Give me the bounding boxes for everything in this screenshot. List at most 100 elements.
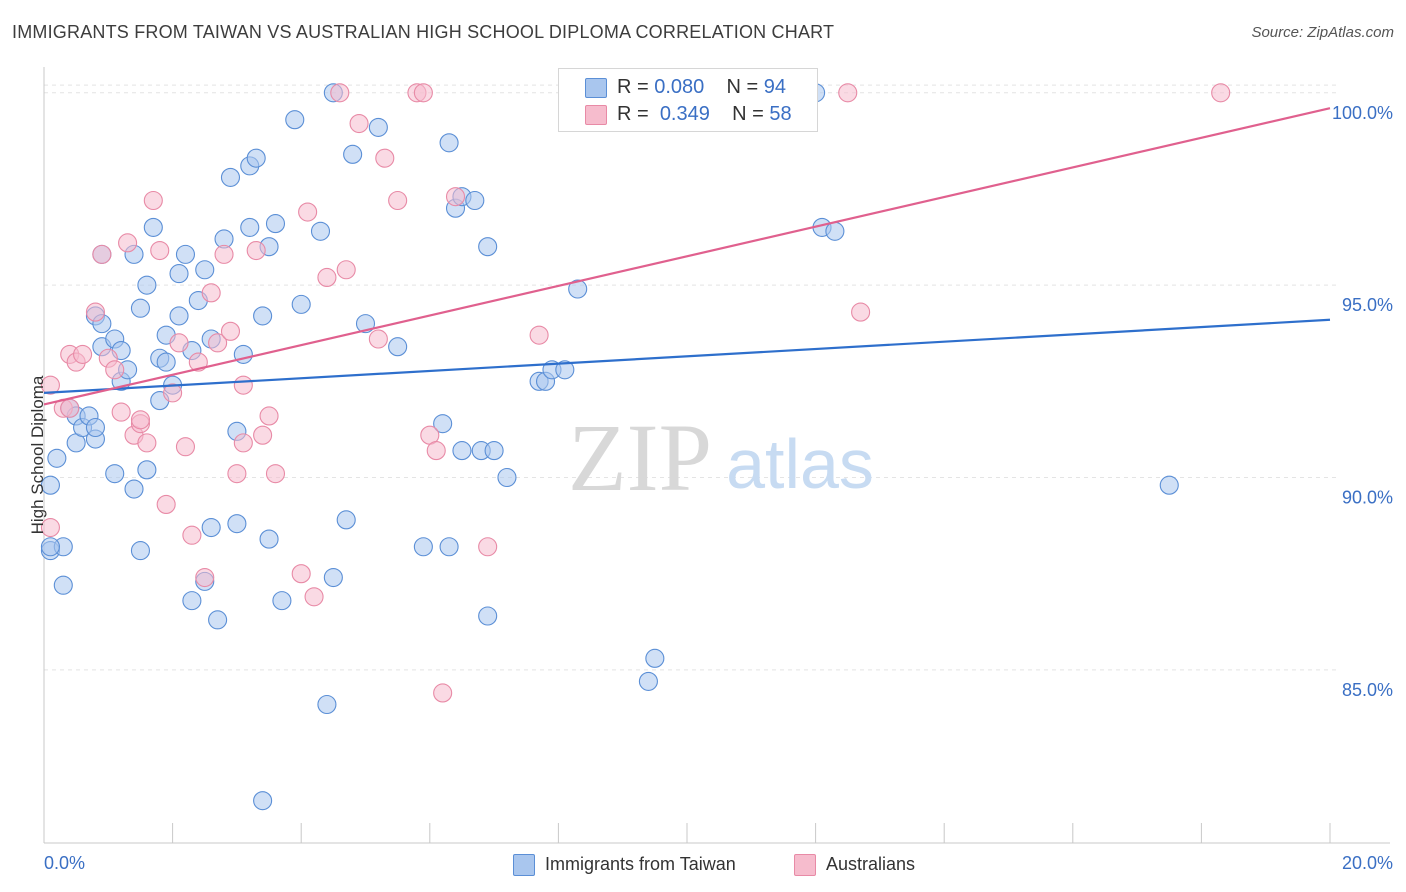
taiwan-point bbox=[439, 133, 459, 153]
australians-point bbox=[298, 202, 318, 222]
taiwan-point bbox=[388, 337, 408, 357]
australians-point bbox=[330, 83, 350, 103]
taiwan-point bbox=[568, 279, 588, 299]
taiwan-point bbox=[195, 260, 215, 280]
x-tick-labels: 0.0% 20.0% bbox=[44, 853, 1393, 873]
taiwan-point bbox=[272, 591, 292, 611]
australians-point bbox=[426, 441, 446, 461]
australians-point bbox=[195, 567, 215, 588]
taiwan-point bbox=[465, 190, 485, 211]
legend-n-label: N = bbox=[726, 76, 764, 98]
australians-point bbox=[291, 564, 311, 584]
taiwan-point bbox=[227, 514, 247, 534]
australians-point bbox=[413, 83, 433, 103]
y-axis-label: High School Diploma bbox=[28, 375, 47, 535]
australians-point bbox=[40, 375, 60, 395]
legend-n-value-australians: 58 bbox=[769, 103, 792, 125]
taiwan-point bbox=[484, 441, 504, 461]
taiwan-point bbox=[253, 306, 273, 326]
taiwan-point bbox=[1159, 475, 1179, 495]
taiwan-point bbox=[355, 314, 376, 334]
taiwan-point bbox=[137, 460, 157, 480]
taiwan-point bbox=[291, 294, 311, 314]
x-tick-label: 0.0% bbox=[44, 853, 85, 873]
australians-point bbox=[169, 333, 189, 353]
taiwan-point bbox=[40, 475, 60, 495]
australians-point bbox=[214, 244, 234, 264]
taiwan-point bbox=[253, 791, 273, 811]
taiwan-point bbox=[439, 537, 459, 557]
australians-point bbox=[143, 190, 163, 211]
taiwan-point bbox=[645, 648, 665, 668]
australians-point bbox=[233, 433, 253, 453]
australians-point bbox=[433, 683, 453, 703]
bottom-legend-swatch-taiwan bbox=[513, 854, 535, 876]
legend-n-label: N = bbox=[732, 103, 770, 125]
australians-point bbox=[375, 148, 395, 168]
taiwan-point bbox=[310, 221, 331, 241]
australians-point bbox=[137, 433, 157, 453]
legend-swatch-australians bbox=[585, 105, 607, 125]
australians-point bbox=[445, 187, 466, 207]
taiwan-point bbox=[246, 148, 266, 168]
taiwan-point bbox=[143, 217, 163, 237]
australians-point bbox=[529, 325, 549, 345]
australians-point bbox=[105, 360, 125, 380]
legend-swatch-taiwan bbox=[585, 78, 607, 98]
australians-point bbox=[253, 425, 273, 445]
australians-point bbox=[478, 537, 498, 557]
y-tick-label: 95.0% bbox=[1342, 295, 1393, 315]
chart-source: Source: ZipAtlas.com bbox=[1251, 24, 1394, 41]
taiwan-point bbox=[47, 448, 67, 468]
taiwan-point bbox=[53, 575, 73, 595]
legend-r-label: R = bbox=[617, 103, 655, 125]
taiwan-point bbox=[169, 264, 189, 284]
trendlines bbox=[43, 107, 1331, 406]
australians-point bbox=[208, 333, 228, 353]
bottom-legend-label-taiwan: Immigrants from Taiwan bbox=[545, 854, 736, 874]
australians-point bbox=[233, 375, 253, 395]
watermark-zip: ZIP bbox=[568, 404, 712, 511]
taiwan-point bbox=[368, 117, 388, 137]
australians-point bbox=[60, 398, 80, 418]
taiwan-point bbox=[323, 567, 343, 588]
legend-r-label: R = bbox=[617, 76, 655, 98]
taiwan-point bbox=[182, 591, 202, 611]
australians-point bbox=[175, 437, 196, 457]
australians-point bbox=[317, 267, 337, 287]
taiwan-point bbox=[433, 414, 453, 434]
chart-title: IMMIGRANTS FROM TAIWAN VS AUSTRALIAN HIG… bbox=[12, 22, 835, 42]
australians-point bbox=[220, 321, 241, 341]
taiwan-point bbox=[201, 517, 221, 538]
taiwan-point bbox=[85, 417, 105, 438]
taiwan-point bbox=[478, 606, 498, 626]
y-tick-label: 90.0% bbox=[1342, 488, 1393, 508]
y-tick-label: 100.0% bbox=[1332, 103, 1393, 123]
taiwan-point bbox=[220, 167, 241, 187]
series-taiwan-points bbox=[40, 83, 1179, 811]
australians-point bbox=[304, 587, 324, 607]
taiwan-point bbox=[130, 298, 150, 318]
trendline-australians bbox=[43, 107, 1331, 406]
taiwan-point bbox=[413, 537, 433, 557]
australians-point bbox=[227, 464, 247, 484]
australians-point bbox=[73, 344, 93, 364]
australians-point bbox=[388, 190, 408, 211]
axes bbox=[43, 67, 1390, 844]
australians-point bbox=[349, 114, 369, 134]
taiwan-point bbox=[156, 352, 176, 372]
australians-point bbox=[188, 352, 208, 372]
taiwan-point bbox=[124, 479, 144, 499]
taiwan-point bbox=[240, 217, 260, 237]
australians-point bbox=[246, 240, 266, 261]
taiwan-point bbox=[336, 510, 356, 530]
taiwan-point bbox=[638, 671, 658, 691]
taiwan-point bbox=[343, 144, 363, 164]
australians-point bbox=[92, 244, 112, 264]
y-tick-labels: 85.0% 90.0% 95.0% 100.0% bbox=[1332, 103, 1393, 700]
trendline-taiwan bbox=[43, 318, 1331, 394]
australians-point bbox=[851, 302, 871, 322]
legend-n-value-taiwan: 94 bbox=[763, 76, 787, 98]
watermark-atlas: atlas bbox=[726, 425, 874, 503]
